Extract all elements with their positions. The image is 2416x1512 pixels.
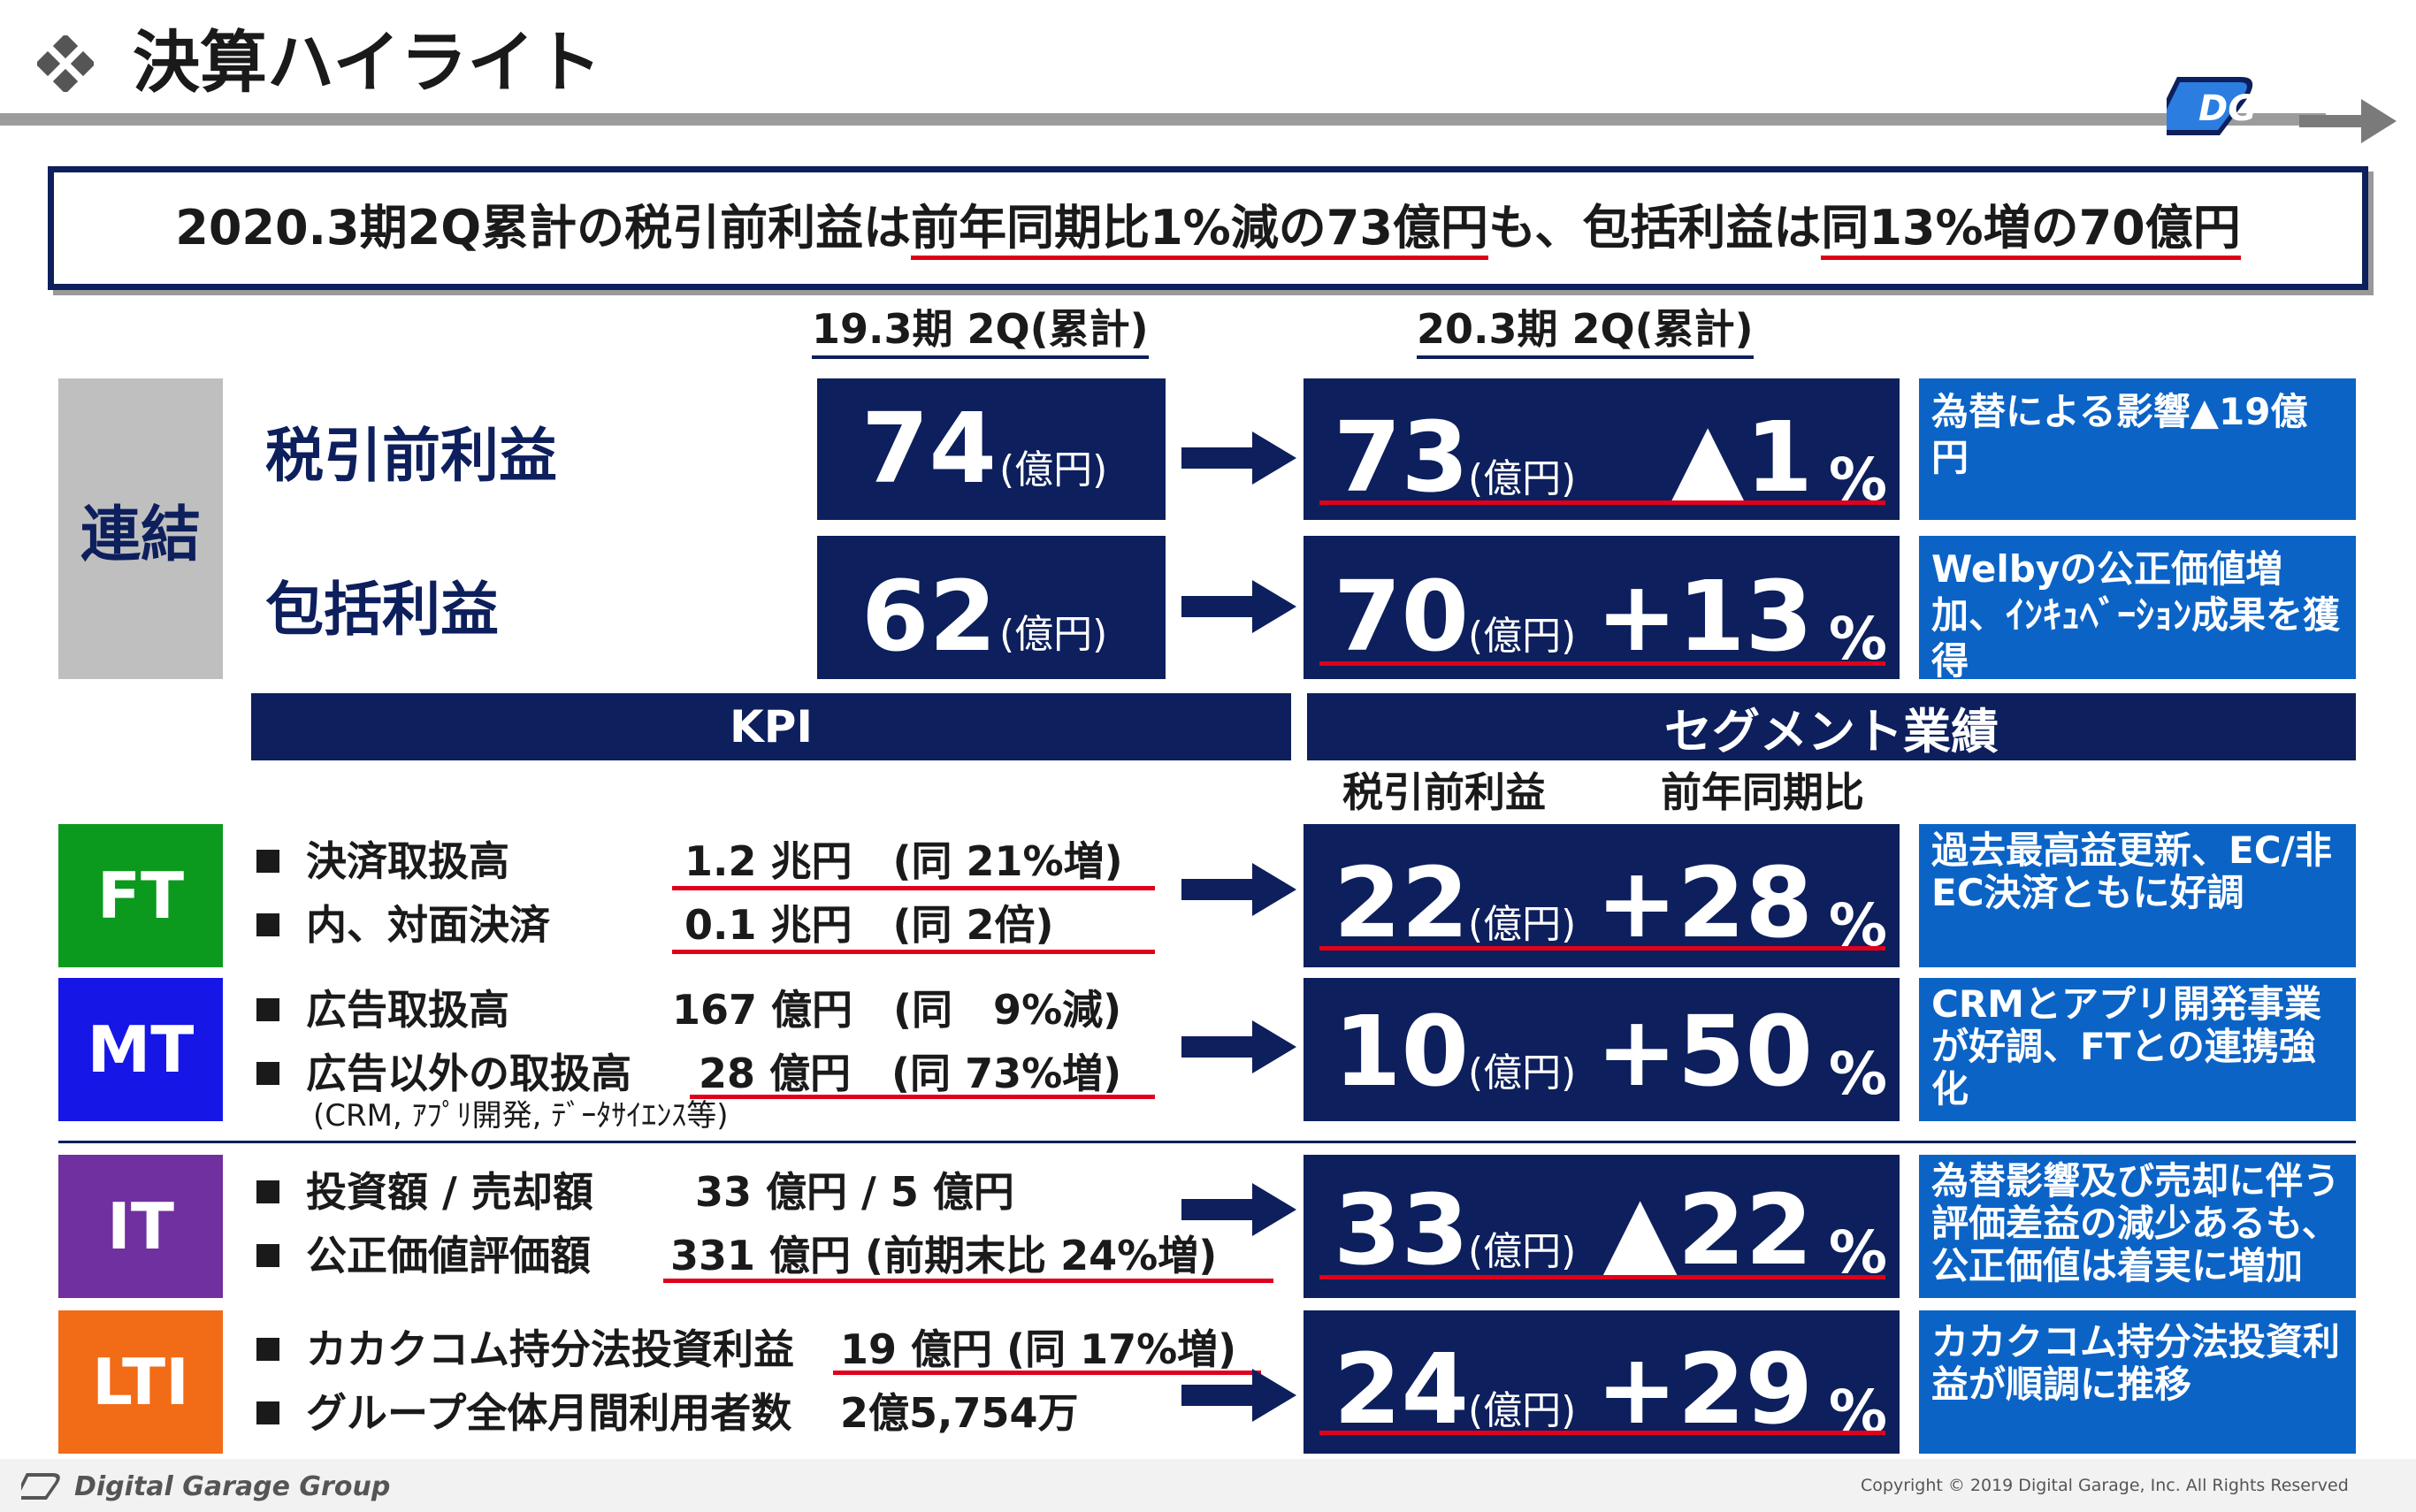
kpi-value: 167 億円 (同 9%減)	[672, 986, 1122, 1034]
arrow-icon	[1181, 1183, 1296, 1236]
lti-profit-box: 24 (億円) +29 %	[1304, 1310, 1900, 1454]
page-title: 決算ハイライト	[133, 23, 602, 102]
comprehensive-curr-box: 70 (億円) +13 %	[1304, 536, 1900, 679]
company-logo: DG	[2148, 62, 2299, 150]
arrow-icon	[1181, 580, 1296, 633]
kpi-value: 0.1 兆円 (同 2倍)	[684, 901, 1054, 949]
kpi-row: 公正価値評価額	[256, 1229, 591, 1282]
kpi-row: 広告以外の取扱高	[256, 1047, 631, 1100]
summary-part1: 2020.3期2Q累計の税引前利益は	[175, 200, 912, 256]
footer-company: Digital Garage Group	[74, 1471, 391, 1502]
arrow-icon	[1181, 431, 1296, 485]
header-rule	[0, 113, 2326, 126]
pretax-curr-box: 73 (億円) ▲1 %	[1304, 378, 1900, 520]
ft-underline	[1319, 946, 1885, 951]
kpi-row: 投資額 / 売却額	[256, 1165, 593, 1218]
col-pretax-header: 税引前利益	[1342, 768, 1546, 816]
segment-divider	[58, 1141, 2356, 1143]
summary-part3: も、包括利益は	[1487, 200, 1822, 256]
footer-bar	[0, 1459, 2416, 1512]
kpi-row: 決済取扱高	[256, 835, 509, 888]
segment-header-bar: セグメント業績	[1307, 693, 2356, 760]
diamond-icon	[34, 33, 96, 95]
segment-label-lti: LTI	[58, 1310, 223, 1454]
kpi-value: 1.2 兆円 (同 21%増)	[684, 837, 1123, 885]
segment-label-it: IT	[58, 1155, 223, 1298]
col-yoy-header: 前年同期比	[1661, 768, 1864, 816]
segment-label-mt: MT	[58, 978, 223, 1121]
comprehensive-income-label: 包括利益	[265, 576, 499, 644]
kpi-value: 19 億円 (同 17%増)	[840, 1325, 1237, 1373]
footer-copyright: Copyright © 2019 Digital Garage, Inc. Al…	[1861, 1476, 2349, 1495]
arrow-icon	[1181, 1369, 1296, 1422]
comprehensive-prev-box: 62 (億円)	[817, 536, 1166, 679]
period-curr: 20.3期 2Q(累計)	[1417, 304, 1754, 359]
kpi-underline	[663, 1279, 1273, 1283]
kpi-row: 内、対面決済	[256, 898, 550, 951]
kpi-row: グループ全体月間利用者数	[256, 1386, 791, 1439]
pretax-prev-box: 74 (億円)	[817, 378, 1166, 520]
summary-part2: 前年同期比1%減の73億円	[911, 200, 1488, 260]
pretax-profit-label: 税引前利益	[265, 422, 557, 490]
kpi-value: 2億5,754万	[840, 1389, 1079, 1437]
comprehensive-note: Welbyの公正価値増加、ｲﾝｷｭﾍﾞｰｼｮﾝ成果を獲得	[1919, 536, 2356, 683]
lti-note: カカクコム持分法投資利益が順調に推移	[1919, 1310, 2356, 1454]
mt-profit-box: 10 (億円) +50 %	[1304, 978, 1900, 1121]
kpi-row: カカクコム持分法投資利益	[256, 1323, 794, 1376]
it-profit-box: 33 (億円) ▲22 %	[1304, 1155, 1900, 1298]
kpi-underline	[833, 1371, 1261, 1375]
consolidated-label: 連結	[58, 378, 223, 679]
kpi-underline	[690, 1095, 1155, 1099]
mt-note: CRMとアプリ開発事業が好調、FTとの連携強化	[1919, 978, 2356, 1121]
pretax-note: 為替による影響▲19億円	[1919, 378, 2356, 520]
kpi-underline	[672, 950, 1155, 954]
it-underline	[1319, 1275, 1885, 1279]
summary-part4: 同13%増の70億円	[1821, 200, 2241, 260]
arrow-icon	[1181, 863, 1296, 916]
comprehensive-underline	[1319, 661, 1885, 666]
kpi-underline	[672, 886, 1155, 890]
pretax-underline	[1319, 500, 1885, 505]
period-prev: 19.3期 2Q(累計)	[812, 304, 1149, 359]
kpi-value: 331 億円 (前期末比 24%増)	[670, 1232, 1218, 1279]
kpi-value: 28 億円 (同 73%増)	[699, 1050, 1122, 1097]
kpi-value: 33 億円 / 5 億円	[695, 1168, 1014, 1216]
summary-box: 2020.3期2Q累計の税引前利益は前年同期比1%減の73億円も、包括利益は同1…	[48, 166, 2368, 290]
header-arrow-icon	[2299, 99, 2397, 143]
kpi-subnote: (CRM, ｱﾌﾟﾘ開発, ﾃﾞｰﾀｻｲｴﾝｽ等)	[313, 1098, 729, 1134]
lti-underline	[1319, 1431, 1885, 1435]
arrow-icon	[1181, 1020, 1296, 1073]
ft-note: 過去最高益更新、EC/非EC決済ともに好調	[1919, 824, 2356, 967]
svg-text:DG: DG	[2198, 88, 2257, 129]
it-note: 為替影響及び売却に伴う評価差益の減少あるも、公正価値は着実に増加	[1919, 1155, 2356, 1298]
segment-label-ft: FT	[58, 824, 223, 967]
kpi-row: 広告取扱高	[256, 983, 509, 1036]
kpi-header-bar: KPI	[251, 693, 1291, 760]
ft-profit-box: 22 (億円) +28 %	[1304, 824, 1900, 967]
footer-logo-icon	[12, 1471, 67, 1501]
